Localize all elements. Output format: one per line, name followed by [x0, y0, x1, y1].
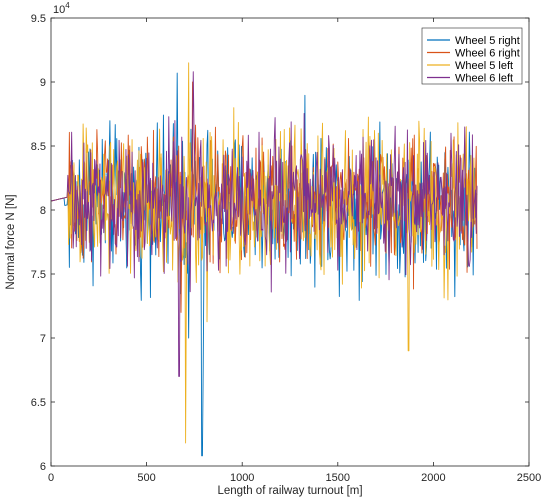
x-tick-label: 2000	[421, 472, 445, 484]
legend-label: Wheel 5 left	[455, 60, 513, 72]
x-tick-label: 1000	[230, 472, 254, 484]
y-tick-label: 6.5	[31, 397, 46, 409]
y-tick-label: 7.5	[31, 269, 46, 281]
legend-box	[421, 27, 523, 85]
x-tick-label: 500	[137, 472, 155, 484]
legend-label: Wheel 6 left	[455, 73, 513, 85]
y-exponent-label: 104	[53, 1, 70, 16]
y-tick-label: 6	[40, 461, 46, 473]
x-tick-label: 0	[48, 472, 54, 484]
y-tick-label: 9	[40, 77, 46, 89]
series-line-4	[51, 71, 478, 377]
legend-label: Wheel 5 right	[455, 35, 520, 47]
y-tick-label: 8	[40, 205, 46, 217]
x-axis-title: Length of railway turnout [m]	[217, 485, 362, 497]
legend-label: Wheel 6 right	[455, 48, 520, 60]
x-tick-label: 2500	[517, 472, 541, 484]
plot-area-frame	[50, 17, 530, 467]
y-axis-title: Normal force N [N]	[5, 194, 17, 289]
y-tick-label: 7	[40, 333, 46, 345]
y-tick-label: 9.5	[31, 13, 46, 25]
x-tick-label: 1500	[326, 472, 350, 484]
y-tick-label: 8.5	[31, 141, 46, 153]
